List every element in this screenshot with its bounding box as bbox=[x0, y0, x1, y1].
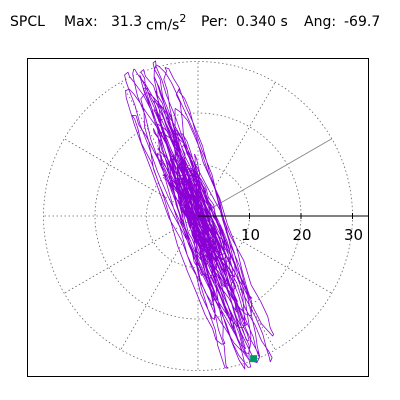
end-marker bbox=[250, 355, 258, 363]
grid-spoke-210 bbox=[63, 215, 199, 294]
radial-tick-label-10: 10 bbox=[241, 226, 260, 244]
grid-spoke-330 bbox=[197, 215, 333, 294]
max-unit-text: cm/s bbox=[146, 17, 180, 34]
chart-header: SPCL Max: 31.3 cm/s2 Per: 0.340 s Ang: -… bbox=[0, 12, 400, 40]
station-code: SPCL bbox=[10, 14, 45, 30]
polar-grid bbox=[43, 61, 353, 371]
grid-spoke-highlight bbox=[197, 138, 333, 217]
radial-tick-label-30: 30 bbox=[344, 226, 363, 244]
plot-frame bbox=[27, 58, 369, 377]
orbit-path bbox=[124, 60, 274, 370]
max-unit: cm/s2 bbox=[146, 12, 187, 34]
period-value: 0.340 s bbox=[236, 14, 288, 30]
angle-label: Ang: bbox=[304, 14, 337, 30]
grid-spoke-240 bbox=[120, 215, 199, 351]
period-label: Per: bbox=[201, 14, 228, 30]
grid-spoke-60 bbox=[197, 81, 276, 217]
radial-axis: 10 20 30 bbox=[198, 213, 368, 244]
end-marker-square bbox=[250, 355, 258, 363]
angle-value: -69.7 bbox=[344, 14, 381, 30]
max-value: 31.3 bbox=[111, 14, 143, 30]
max-label: Max: bbox=[64, 14, 98, 30]
grid-spoke-150 bbox=[63, 138, 199, 217]
radial-tick-label-20: 20 bbox=[292, 226, 311, 244]
max-unit-exponent: 2 bbox=[179, 12, 187, 25]
orbit-trace bbox=[124, 60, 274, 370]
